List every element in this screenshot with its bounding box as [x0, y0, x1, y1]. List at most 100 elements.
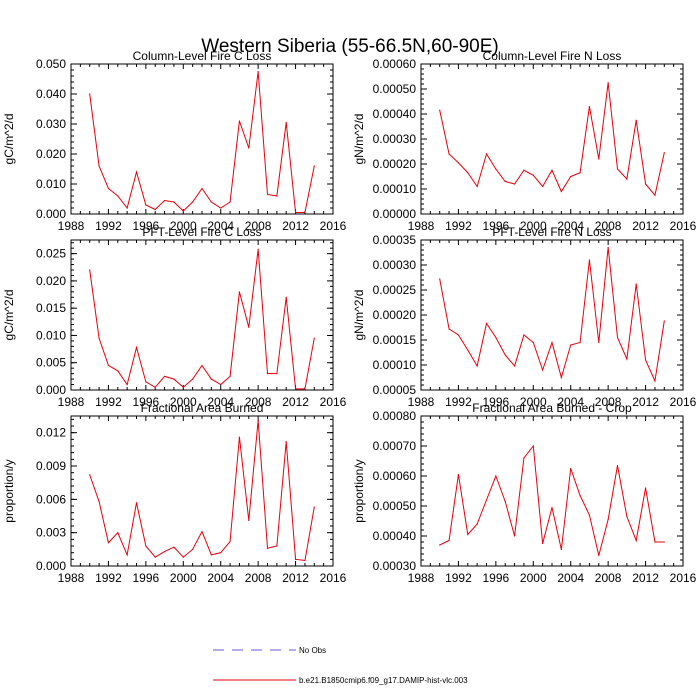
- chart-panel: PFT-Level Fire C Loss 1988 1992 1996 2000 200…: [2, 225, 347, 409]
- data-point: [476, 365, 478, 367]
- data-point: [644, 183, 647, 185]
- x-tick-label: 2004: [207, 219, 234, 233]
- x-tick-label: 2004: [207, 395, 234, 409]
- data-point: [523, 334, 525, 336]
- data-point: [598, 341, 600, 344]
- x-tick-label: 2016: [670, 219, 697, 233]
- data-point: [439, 109, 441, 111]
- data-point: [616, 336, 619, 339]
- data-point: [457, 334, 460, 336]
- data-point: [457, 162, 460, 164]
- x-tick-label: 2012: [282, 219, 309, 233]
- x-tick-label: 1988: [408, 571, 435, 585]
- data-point: [126, 554, 128, 556]
- data-point: [276, 373, 278, 375]
- y-tick-label: 0.00010: [373, 182, 417, 196]
- x-tick-label: 2016: [320, 395, 347, 409]
- y-tick-label: 0.010: [36, 177, 66, 191]
- y-tick-label: 0.00035: [373, 233, 417, 247]
- x-tick-label: 2000: [520, 219, 547, 233]
- data-point: [551, 169, 553, 171]
- data-point: [523, 169, 525, 171]
- x-tick-label: 2012: [632, 571, 659, 585]
- y-tick-label: 0.00030: [373, 132, 417, 146]
- plot-frame: [70, 415, 334, 567]
- data-point: [495, 336, 497, 339]
- data-point: [448, 328, 450, 330]
- data-point: [248, 147, 250, 149]
- data-point: [210, 201, 212, 203]
- data-point: [313, 165, 315, 167]
- data-point: [248, 326, 250, 328]
- x-tick-label: 2016: [670, 395, 697, 409]
- data-point: [117, 532, 119, 534]
- data-point: [107, 542, 110, 544]
- y-tick-label: 0.025: [36, 247, 66, 261]
- x-tick-label: 2004: [557, 571, 584, 585]
- y-tick-label: 0.040: [36, 87, 66, 101]
- data-point: [495, 475, 497, 477]
- data-point: [117, 195, 119, 197]
- x-tick-label: 2008: [245, 395, 272, 409]
- x-tick-label: 2008: [595, 571, 622, 585]
- x-tick-label: 2000: [170, 571, 197, 585]
- legend: No Obs b.e21.B1850cmip6.f09_g17.DAMIP-hi…: [213, 646, 468, 685]
- data-point: [173, 546, 175, 548]
- data-point: [560, 548, 562, 551]
- data-point: [201, 364, 203, 367]
- data-point: [513, 365, 516, 367]
- x-tick-label: 2004: [557, 395, 584, 409]
- x-tick-label: 1996: [483, 395, 510, 409]
- data-point: [173, 201, 175, 203]
- data-point: [304, 211, 306, 214]
- data-point: [145, 545, 147, 547]
- data-point: [485, 322, 488, 325]
- x-tick-label: 2008: [595, 395, 622, 409]
- data-point: [154, 556, 156, 558]
- data-point: [220, 552, 222, 554]
- data-point: [313, 337, 315, 339]
- data-point: [276, 545, 278, 547]
- data-point: [485, 499, 488, 501]
- data-point: [201, 530, 203, 533]
- chart-title: Column-Level Fire N Loss: [483, 49, 622, 63]
- data-point: [266, 547, 269, 549]
- y-tick-label: 0.009: [36, 459, 66, 473]
- data-point: [154, 208, 156, 211]
- y-tick-label: 0.00010: [373, 358, 417, 372]
- data-point: [598, 158, 600, 160]
- legend-label-model: b.e21.B1850cmip6.f09_g17.DAMIP-hist-vlc.…: [299, 676, 468, 685]
- data-point: [257, 419, 259, 422]
- y-tick-label: 0.00030: [373, 559, 417, 573]
- data-point: [135, 171, 138, 173]
- figure-title: Western Siberia (55-66.5N,60-90E): [201, 36, 498, 57]
- data-point: [644, 487, 647, 489]
- x-tick-label: 1992: [95, 571, 122, 585]
- series-line: [439, 82, 665, 197]
- y-tick-label: 0.000: [36, 383, 66, 397]
- x-tick-label: 1988: [58, 395, 85, 409]
- data-point: [192, 378, 194, 380]
- y-tick-label: 0.00005: [373, 383, 417, 397]
- y-axis-label: gN/m^2/d: [352, 114, 366, 165]
- x-tick-label: 2008: [595, 219, 622, 233]
- x-tick-label: 1996: [133, 395, 160, 409]
- y-tick-label: 0.00000: [373, 207, 417, 221]
- y-tick-label: 0.000: [36, 559, 66, 573]
- x-tick-label: 1992: [445, 395, 472, 409]
- x-tick-label: 1992: [445, 571, 472, 585]
- data-point: [210, 378, 212, 380]
- x-tick-label: 2016: [320, 571, 347, 585]
- data-point: [523, 457, 525, 459]
- data-point: [607, 82, 609, 84]
- legend-label-no-obs: No Obs: [299, 646, 326, 655]
- data-point: [542, 185, 544, 188]
- data-point: [173, 378, 175, 380]
- plot-frame: [420, 63, 684, 215]
- y-tick-label: 0.00060: [373, 469, 417, 483]
- data-point: [476, 523, 478, 525]
- y-tick-label: 0.00025: [373, 283, 417, 297]
- data-point: [257, 248, 259, 250]
- data-point: [579, 172, 581, 174]
- y-axis-label: gC/m^2/d: [2, 114, 16, 165]
